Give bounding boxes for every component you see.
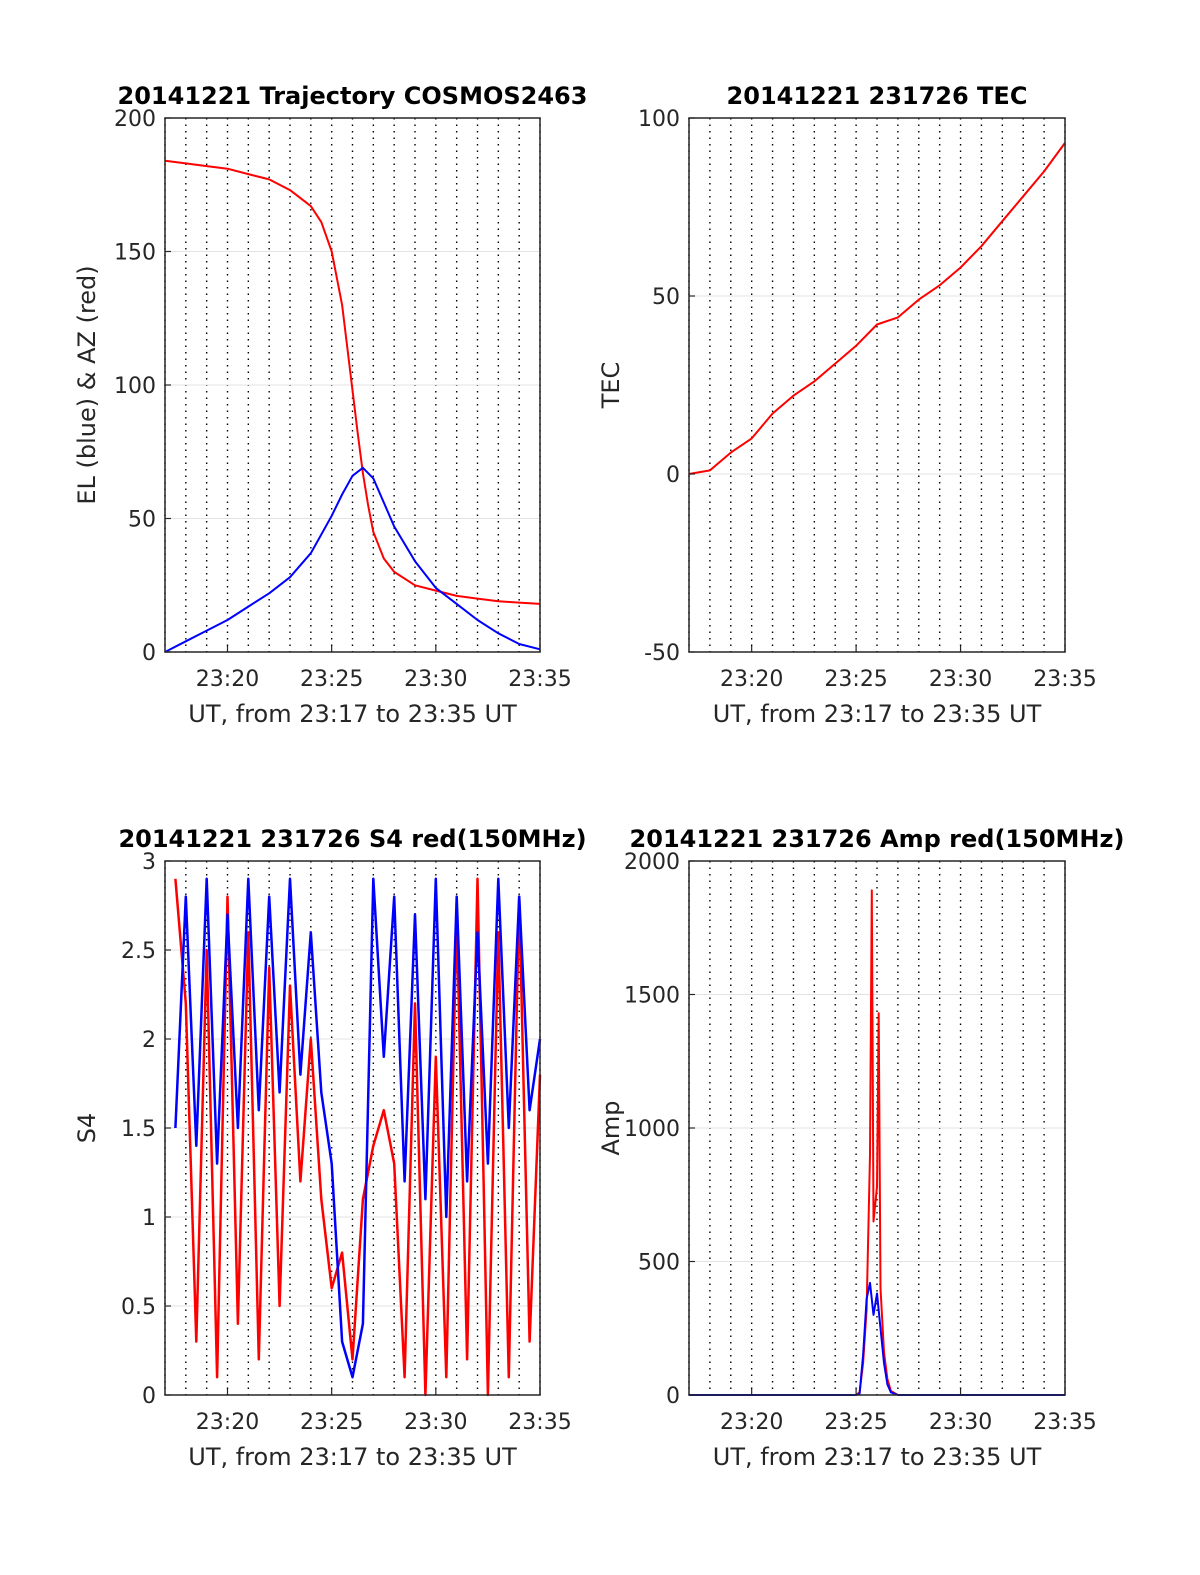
y-tick-label: 1.5 [121, 1117, 156, 1142]
amp-ylabel: Amp [597, 1100, 625, 1155]
tec-ticks: -50 0 50 100 23:20 23:25 23:30 23:35 [638, 107, 1097, 692]
y-tick-label: 100 [638, 107, 680, 132]
trajectory-series-1-line [164, 466, 541, 653]
x-tick-label: 23:20 [720, 1410, 783, 1435]
trajectory-ylabel: EL (blue) & AZ (red) [73, 265, 101, 504]
tec-grid [688, 117, 1066, 653]
s4-panel: 0 0.5 1 1.5 2 2.5 3 23:20 23:25 23:30 23:35 201412… [73, 825, 587, 1471]
y-tick-label: 1000 [624, 1117, 680, 1142]
x-tick-label: 23:30 [404, 1410, 467, 1435]
trajectory-data [164, 159, 541, 653]
y-tick-label: 1 [142, 1206, 156, 1231]
tec-axes-box [688, 117, 1066, 653]
x-tick-label: 23:35 [508, 1410, 571, 1435]
tec-series-0-line [688, 142, 1066, 475]
y-tick-label: 0 [666, 463, 680, 488]
trajectory-ticks: 0 50 100 150 200 23:20 23:25 23:30 23:35 [114, 107, 572, 692]
amp-data [689, 889, 1065, 1396]
x-tick-label: 23:35 [1033, 667, 1096, 692]
x-tick-label: 23:25 [300, 667, 363, 692]
x-tick-label: 23:25 [824, 667, 887, 692]
tec-xlabel: UT, from 23:17 to 23:35 UT [713, 700, 1042, 728]
y-tick-label: 2 [142, 1028, 156, 1053]
trajectory-panel: 0 50 100 150 200 23:20 23:25 23:30 23:35 2014122… [73, 82, 587, 728]
x-tick-label: 23:25 [300, 1410, 363, 1435]
x-tick-label: 23:30 [929, 667, 992, 692]
tec-data [688, 142, 1066, 475]
x-tick-label: 23:35 [508, 667, 571, 692]
y-tick-label: 0 [142, 641, 156, 666]
tec-title: 20141221 231726 TEC [727, 82, 1028, 110]
amp-title: 20141221 231726 Amp red(150MHz) [630, 825, 1125, 853]
amp-ticks: 0 500 1000 1500 2000 23:20 23:25 23:30 23:35 [624, 850, 1097, 1435]
amp-panel: 0 500 1000 1500 2000 23:20 23:25 23:30 23:35 201… [597, 825, 1124, 1471]
tec-ylabel: TEC [597, 362, 625, 410]
x-tick-label: 23:20 [720, 667, 783, 692]
s4-ylabel: S4 [73, 1113, 101, 1144]
tec-panel: -50 0 50 100 23:20 23:25 23:30 23:35 20141221 2… [597, 82, 1097, 728]
trajectory-xlabel: UT, from 23:17 to 23:35 UT [188, 700, 517, 728]
x-tick-label: 23:30 [404, 667, 467, 692]
s4-ticks: 0 0.5 1 1.5 2 2.5 3 23:20 23:25 23:30 23:35 [121, 850, 572, 1435]
x-tick-label: 23:20 [196, 667, 259, 692]
amp-xlabel: UT, from 23:17 to 23:35 UT [713, 1443, 1042, 1471]
x-tick-label: 23:30 [929, 1410, 992, 1435]
x-tick-label: 23:20 [196, 1410, 259, 1435]
amp-series-1-line [689, 1281, 1065, 1396]
trajectory-title: 20141221 Trajectory COSMOS2463 [118, 82, 588, 110]
s4-title: 20141221 231726 S4 red(150MHz) [118, 825, 586, 853]
y-tick-label: 2000 [624, 850, 680, 875]
y-tick-label: 0.5 [121, 1295, 156, 1320]
y-tick-label: 50 [652, 285, 680, 310]
y-tick-label: 500 [638, 1251, 680, 1276]
s4-series-1-line [174, 877, 542, 1379]
y-tick-label: 2.5 [121, 939, 156, 964]
x-tick-label: 23:35 [1033, 1410, 1096, 1435]
y-tick-label: 1500 [624, 984, 680, 1009]
y-tick-label: 0 [142, 1384, 156, 1409]
y-tick-label: 150 [114, 241, 156, 266]
trajectory-series-0-line [164, 159, 541, 605]
y-tick-label: -50 [644, 641, 680, 666]
y-tick-label: 0 [666, 1384, 680, 1409]
y-tick-label: 50 [128, 508, 156, 533]
s4-xlabel: UT, from 23:17 to 23:35 UT [188, 1443, 517, 1471]
y-tick-label: 200 [114, 107, 156, 132]
y-tick-label: 100 [114, 374, 156, 399]
s4-data [174, 877, 542, 1397]
y-tick-label: 3 [142, 850, 156, 875]
x-tick-label: 23:25 [824, 1410, 887, 1435]
